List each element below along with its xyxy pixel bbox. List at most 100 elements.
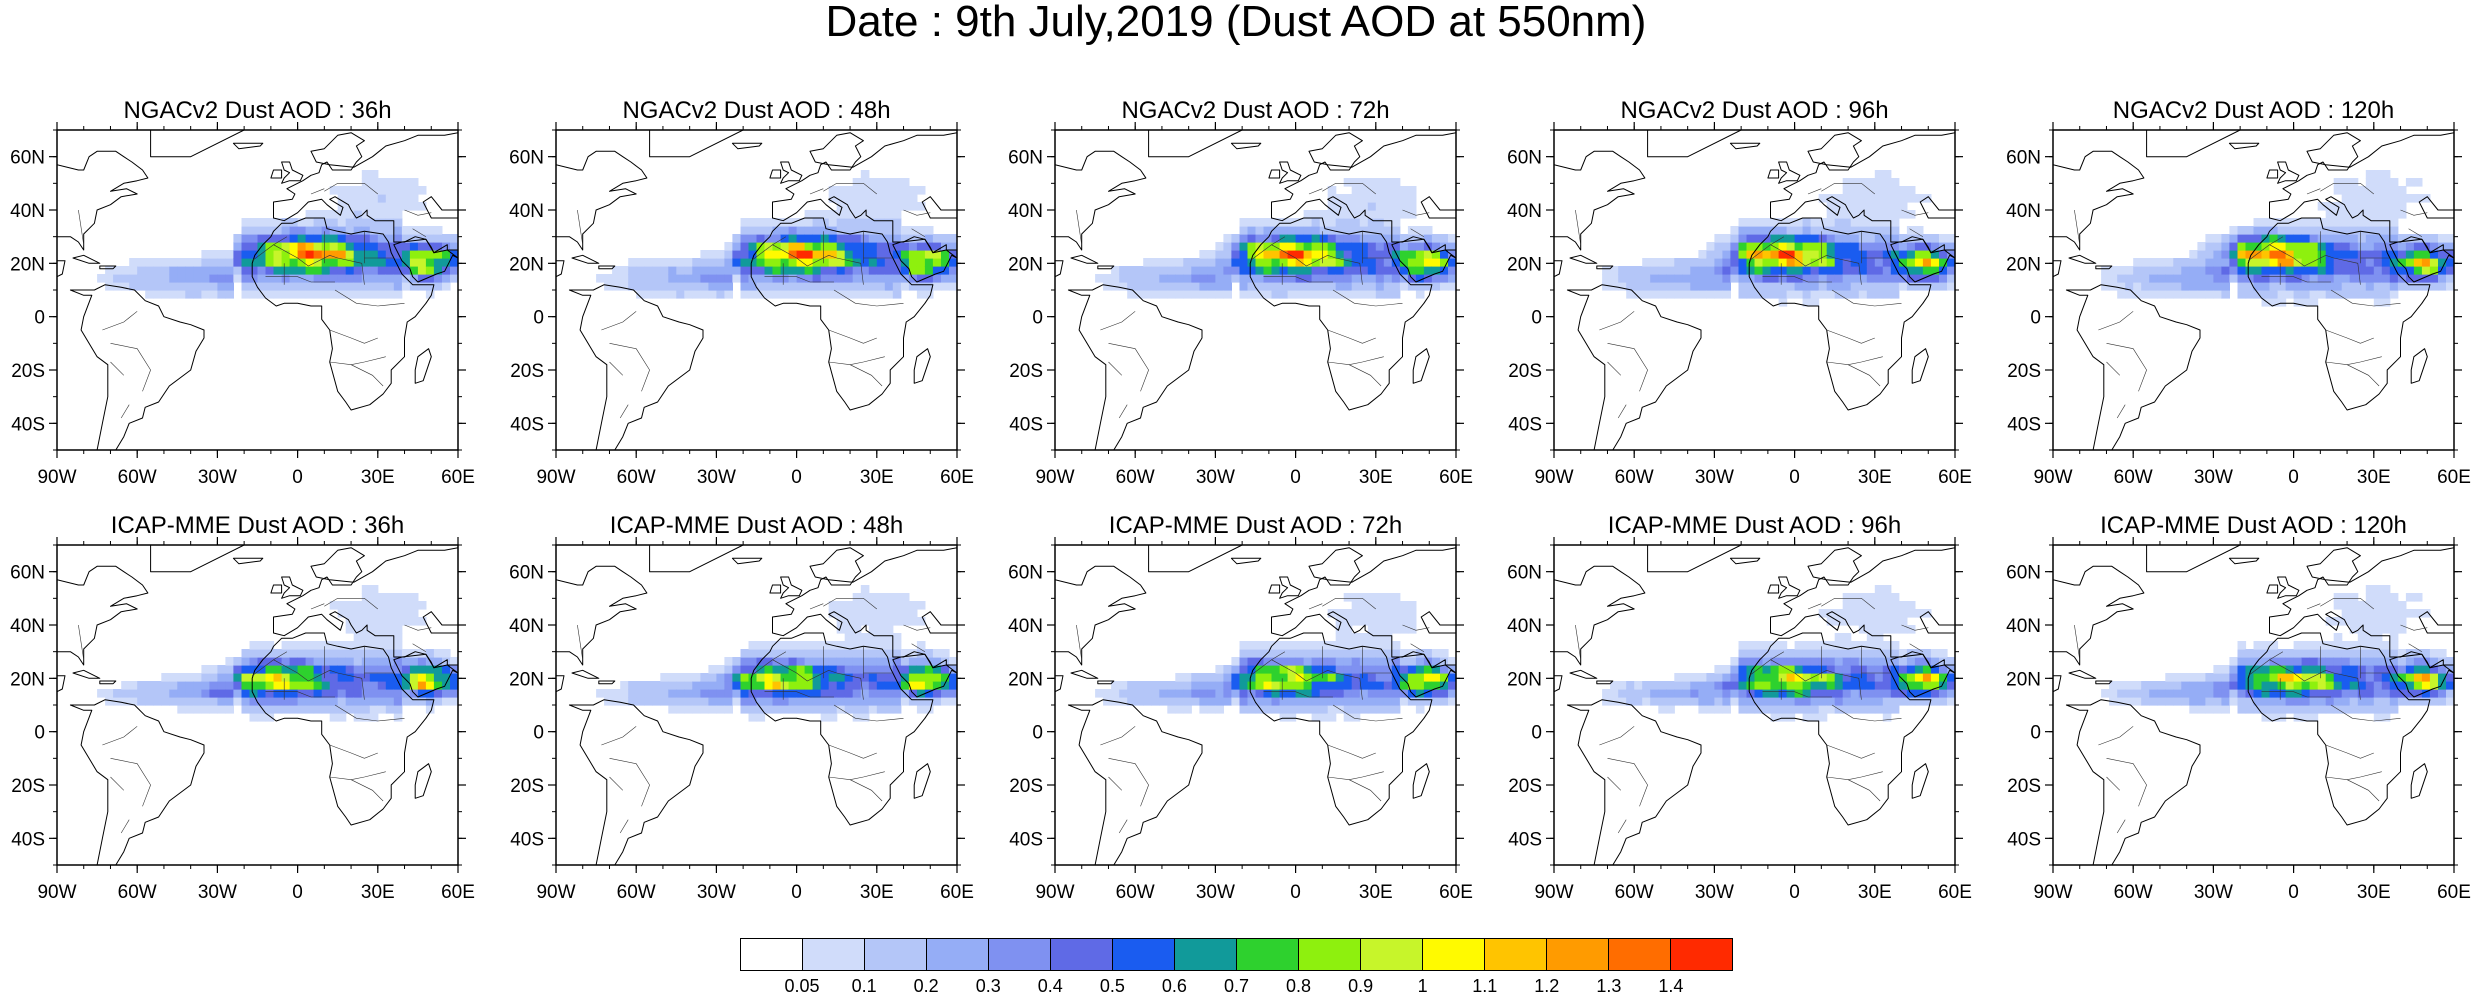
lon-tick-label: 30W	[697, 882, 736, 903]
coastlines	[1055, 545, 1456, 865]
lat-tick-label: 60N	[509, 148, 544, 169]
colorbar-swatch	[1113, 939, 1175, 970]
colorbar-label: 0.8	[1286, 976, 1312, 996]
lon-tick-label: 30W	[697, 467, 736, 488]
colorbar-swatch	[1609, 939, 1671, 970]
lat-tick-label: 0	[34, 723, 45, 744]
lat-tick-label: 20S	[1508, 361, 1542, 382]
lat-tick-label: 20S	[2007, 776, 2041, 797]
country-borders	[577, 183, 931, 419]
lat-tick-label: 0	[1032, 308, 1043, 329]
colorbar-label: 0.1	[851, 976, 877, 996]
lon-tick-label: 90W	[1534, 467, 1573, 488]
map-panel: NGACv2 Dust AOD : 48h 90W 60W 30W 0 30E 60E 60N…	[509, 97, 974, 488]
dust-aod-field	[596, 170, 957, 299]
country-borders	[1575, 598, 1929, 834]
map-panel: ICAP-MME Dust AOD : 120h 90W 60W 30W 0 30E 60E…	[2006, 512, 2471, 903]
coastlines	[2053, 545, 2454, 865]
coastlines	[556, 545, 957, 865]
lon-tick-label: 30W	[2194, 882, 2233, 903]
lon-tick-label: 30W	[198, 467, 237, 488]
lon-tick-label: 0	[292, 882, 303, 903]
lat-tick-label: 40S	[1009, 414, 1043, 435]
lat-tick-label: 60N	[10, 563, 45, 584]
lat-tick-label: 40N	[10, 616, 45, 637]
lon-tick-label: 0	[791, 882, 802, 903]
coastlines	[1055, 130, 1456, 450]
lat-tick-label: 20S	[510, 361, 544, 382]
lon-tick-label: 90W	[536, 467, 575, 488]
lon-tick-label: 60E	[441, 467, 475, 488]
dust-aod-field	[2101, 170, 2454, 307]
panel-title: NGACv2 Dust AOD : 120h	[2113, 97, 2394, 124]
map-panel: ICAP-MME Dust AOD : 48h 90W 60W 30W 0 30E 60E 6…	[509, 512, 974, 903]
lat-tick-label: 40N	[1008, 201, 1043, 222]
colorbar-swatch	[1547, 939, 1609, 970]
lat-tick-label: 0	[2030, 308, 2041, 329]
lon-tick-label: 90W	[37, 882, 76, 903]
panel-title: NGACv2 Dust AOD : 36h	[123, 97, 391, 124]
country-borders	[1575, 183, 1929, 419]
colorbar-label: 1.4	[1658, 976, 1684, 996]
lon-tick-label: 90W	[37, 467, 76, 488]
lon-tick-label: 30E	[2357, 882, 2391, 903]
lat-tick-label: 0	[533, 723, 544, 744]
lat-tick-label: 20S	[1508, 776, 1542, 797]
country-borders	[2074, 598, 2428, 834]
map-panel: NGACv2 Dust AOD : 120h 90W 60W 30W 0 30E 60E 60…	[2006, 97, 2471, 488]
lon-tick-label: 30E	[860, 882, 894, 903]
lon-tick-label: 60W	[617, 882, 656, 903]
lat-tick-label: 20S	[1009, 776, 1043, 797]
lat-tick-label: 40S	[2007, 829, 2041, 850]
map-panel: NGACv2 Dust AOD : 72h 90W 60W 30W 0 30E 60E 60N…	[1008, 97, 1473, 488]
lon-tick-label: 60W	[2114, 467, 2153, 488]
lon-tick-label: 90W	[536, 882, 575, 903]
lon-tick-label: 30E	[860, 467, 894, 488]
lon-tick-label: 0	[1789, 467, 1800, 488]
colorbar-label: 0.4	[1037, 976, 1063, 996]
lon-tick-label: 30E	[1359, 467, 1393, 488]
lat-tick-label: 20S	[1009, 361, 1043, 382]
colorbar-label: 0.7	[1223, 976, 1250, 996]
lon-tick-label: 60W	[1116, 467, 1155, 488]
lat-tick-label: 60N	[2006, 148, 2041, 169]
figure-title: Date : 9th July,2019 (Dust AOD at 550nm)	[825, 0, 1647, 46]
panel-title: ICAP-MME Dust AOD : 36h	[111, 512, 404, 539]
country-borders	[57, 598, 432, 834]
lat-tick-label: 60N	[509, 563, 544, 584]
colorbar-swatch	[1237, 939, 1299, 970]
lon-tick-label: 60E	[2437, 467, 2471, 488]
lat-tick-label: 40S	[11, 829, 45, 850]
lat-tick-label: 20S	[2007, 361, 2041, 382]
country-borders	[577, 598, 931, 834]
panel-title: NGACv2 Dust AOD : 48h	[622, 97, 890, 124]
lon-tick-label: 0	[1290, 882, 1301, 903]
country-borders	[57, 183, 432, 419]
map-panel: ICAP-MME Dust AOD : 36h 90W 60W 30W 0 30E 60E 6…	[10, 512, 475, 903]
dust-aod-field	[1602, 170, 1955, 307]
lat-tick-label: 20S	[11, 776, 45, 797]
lon-tick-label: 90W	[1534, 882, 1573, 903]
colorbar-swatch	[1485, 939, 1547, 970]
lat-tick-label: 20N	[2006, 254, 2041, 275]
lat-tick-label: 40N	[1008, 616, 1043, 637]
lat-tick-label: 20N	[509, 254, 544, 275]
lon-tick-label: 30E	[2357, 467, 2391, 488]
coastlines	[2053, 130, 2454, 450]
colorbar-label: 1.1	[1472, 976, 1498, 996]
lon-tick-label: 30E	[361, 882, 395, 903]
colorbar-swatch	[803, 939, 865, 970]
lon-tick-label: 0	[2288, 882, 2299, 903]
dust-aod-field	[97, 585, 458, 722]
lon-tick-label: 90W	[2033, 467, 2072, 488]
lon-tick-label: 0	[1789, 882, 1800, 903]
lat-tick-label: 60N	[1507, 563, 1542, 584]
lon-tick-label: 60E	[940, 882, 974, 903]
colorbar	[740, 938, 1733, 971]
lon-tick-label: 60E	[1938, 882, 1972, 903]
colorbar-label: 1.3	[1596, 976, 1622, 996]
colorbar-label: 1	[1417, 976, 1428, 996]
lat-tick-label: 60N	[1507, 148, 1542, 169]
dust-aod-field	[596, 585, 957, 722]
lat-tick-label: 20N	[1008, 669, 1043, 690]
